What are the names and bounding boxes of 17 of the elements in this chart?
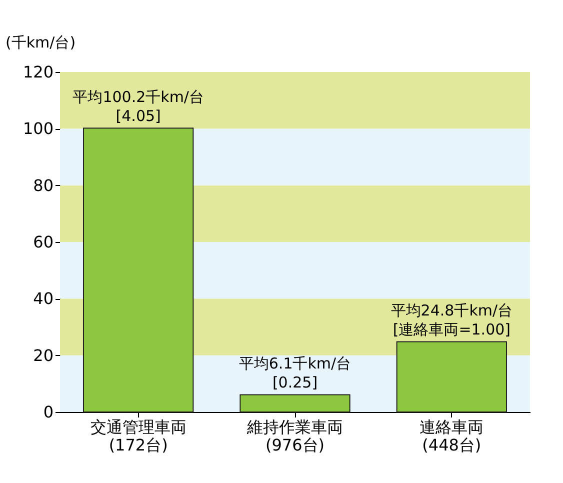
annotation: 平均6.1千km/台 [0.25] [238, 354, 352, 392]
annotation: 平均24.8千km/台 [連絡車両=1.00] [390, 302, 513, 339]
y-tick-label: 20 [33, 346, 54, 365]
y-tick-label: 60 [33, 232, 54, 252]
x-tick-label: 交通管理車両 (172台) [90, 418, 186, 454]
x-tick-label: 維持作業車両 (976台) [246, 418, 343, 454]
y-axis-title: (千km/台) [6, 34, 76, 52]
x-tick-label: 連絡車両 (448台) [420, 418, 484, 454]
y-tick-label: 0 [43, 402, 54, 422]
y-tick-label: 40 [33, 289, 54, 308]
y-tick-label: 120 [22, 62, 54, 82]
y-tick-label: 100 [22, 119, 54, 138]
y-tick-label: 80 [33, 176, 54, 195]
bar [240, 394, 350, 412]
bar [83, 128, 194, 412]
bar [396, 341, 507, 412]
annotation: 平均100.2千km/台 [4.05] [72, 88, 204, 126]
